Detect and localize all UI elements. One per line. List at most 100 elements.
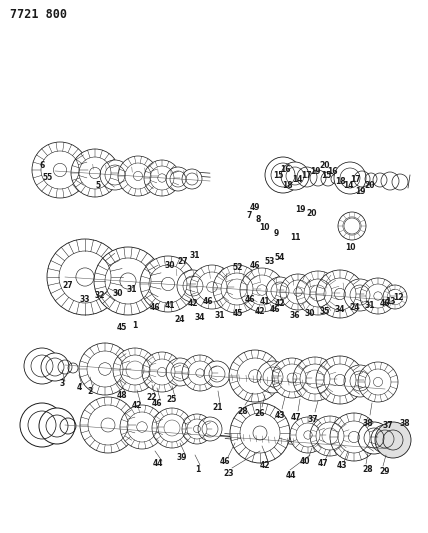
Text: 42: 42 (255, 306, 265, 316)
Circle shape (360, 278, 396, 314)
Text: 37: 37 (308, 415, 318, 424)
Circle shape (182, 169, 202, 189)
Text: 46: 46 (220, 457, 230, 466)
Text: 44: 44 (286, 471, 296, 480)
Text: 33: 33 (80, 295, 90, 304)
Text: 46: 46 (380, 298, 390, 308)
Circle shape (330, 413, 378, 461)
Text: 2: 2 (87, 387, 92, 397)
Text: 19: 19 (295, 206, 305, 214)
Circle shape (113, 348, 157, 392)
Circle shape (371, 425, 399, 453)
Text: 15: 15 (273, 171, 283, 180)
Text: 43: 43 (275, 410, 285, 419)
Circle shape (229, 350, 281, 402)
Circle shape (20, 403, 64, 447)
Text: 4: 4 (76, 384, 82, 392)
Text: 46: 46 (245, 295, 255, 303)
Text: 46: 46 (150, 303, 160, 312)
Text: 46: 46 (270, 304, 280, 313)
Circle shape (383, 285, 407, 309)
Text: 19: 19 (310, 166, 320, 175)
Circle shape (152, 408, 192, 448)
Circle shape (204, 361, 230, 387)
Text: 29: 29 (380, 466, 390, 475)
Circle shape (257, 361, 289, 393)
Text: 46: 46 (152, 399, 162, 408)
Circle shape (358, 422, 390, 454)
Text: 1: 1 (195, 464, 201, 473)
Circle shape (79, 343, 131, 395)
Text: 28: 28 (363, 464, 373, 473)
Text: 16: 16 (327, 166, 337, 175)
Text: 39: 39 (177, 454, 187, 463)
Circle shape (213, 265, 261, 313)
Text: 14: 14 (292, 175, 302, 184)
Text: 28: 28 (238, 407, 248, 416)
Text: 35: 35 (320, 306, 330, 316)
Text: 42: 42 (132, 401, 142, 410)
Circle shape (166, 167, 190, 191)
Circle shape (182, 355, 218, 391)
Circle shape (334, 162, 366, 194)
Text: 44: 44 (153, 459, 163, 469)
Circle shape (142, 352, 182, 392)
Circle shape (166, 358, 194, 386)
Text: 11: 11 (290, 232, 300, 241)
Circle shape (47, 239, 123, 315)
Text: 27: 27 (178, 256, 188, 265)
Circle shape (293, 357, 337, 401)
Text: 42: 42 (188, 298, 198, 308)
Text: 13: 13 (385, 296, 395, 305)
Text: 55: 55 (43, 174, 53, 182)
Text: 41: 41 (260, 296, 270, 305)
Text: 20: 20 (320, 161, 330, 171)
Text: 42: 42 (275, 298, 285, 308)
Text: 30: 30 (113, 288, 123, 297)
Text: 52: 52 (233, 263, 243, 272)
Text: 47: 47 (291, 413, 301, 422)
Circle shape (310, 416, 350, 456)
Circle shape (177, 270, 209, 302)
Text: 31: 31 (365, 301, 375, 310)
Text: 43: 43 (337, 462, 347, 471)
Text: 41: 41 (165, 301, 175, 310)
Circle shape (182, 414, 212, 444)
Text: 7: 7 (246, 211, 252, 220)
Circle shape (316, 356, 364, 404)
Circle shape (190, 265, 234, 309)
Text: 18: 18 (335, 176, 345, 185)
Text: 17: 17 (350, 175, 360, 184)
Text: 18: 18 (282, 181, 292, 190)
Text: 31: 31 (127, 286, 137, 295)
Circle shape (32, 142, 88, 198)
Text: 10: 10 (259, 222, 269, 231)
Text: 31: 31 (190, 252, 200, 261)
Text: 17: 17 (301, 172, 311, 181)
Text: 45: 45 (233, 309, 243, 318)
Text: 36: 36 (290, 311, 300, 319)
Text: 8: 8 (256, 215, 261, 224)
Text: 12: 12 (393, 293, 403, 302)
Circle shape (344, 365, 376, 397)
Circle shape (296, 271, 340, 315)
Circle shape (344, 279, 376, 311)
Text: 25: 25 (167, 395, 177, 405)
Text: 45: 45 (117, 324, 127, 333)
Circle shape (240, 268, 284, 312)
Text: 38: 38 (400, 418, 410, 427)
Text: 47: 47 (318, 459, 328, 469)
Text: 24: 24 (350, 303, 360, 311)
Text: 54: 54 (275, 253, 285, 262)
Text: 38: 38 (363, 418, 373, 427)
Text: 3: 3 (59, 379, 65, 389)
Circle shape (120, 405, 164, 449)
Text: 34: 34 (195, 312, 205, 321)
Text: 6: 6 (39, 161, 45, 171)
Circle shape (94, 247, 162, 315)
Circle shape (39, 408, 75, 444)
Circle shape (281, 162, 309, 190)
Text: 21: 21 (213, 403, 223, 413)
Text: 31: 31 (215, 311, 225, 319)
Text: 49: 49 (250, 204, 260, 213)
